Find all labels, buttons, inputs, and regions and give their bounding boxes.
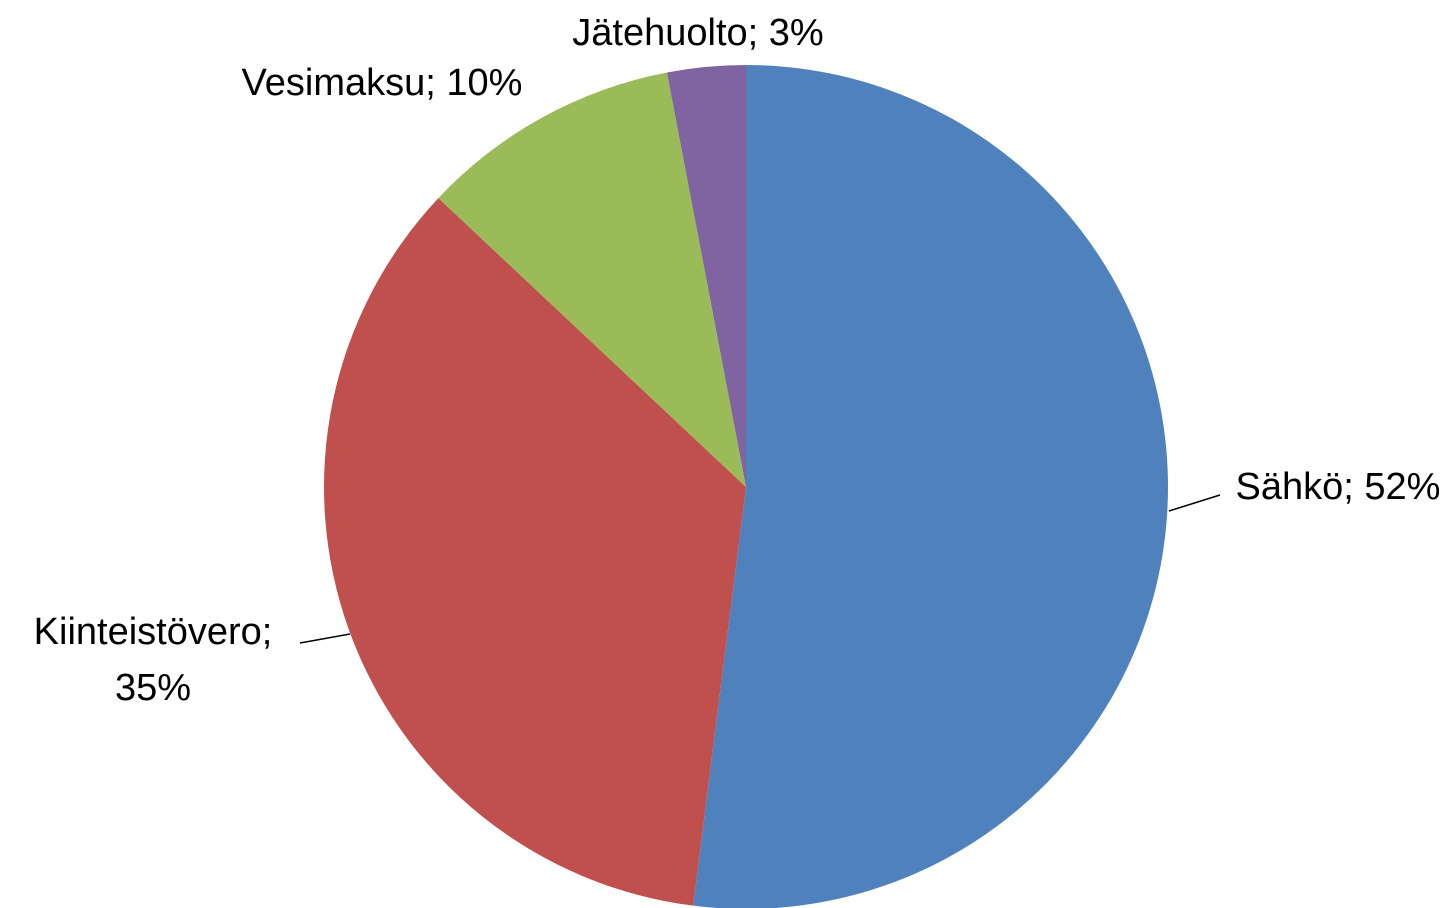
data-label: Vesimaksu; 10% [241,62,523,104]
data-label: Jätehuolto; 3% [572,12,824,54]
pie-slice [438,72,746,487]
pie-slice [666,65,746,487]
leader-line [299,633,351,644]
data-label: Sähkö; 52% [1235,466,1441,508]
pie-slice [693,65,1169,908]
pie-slice [324,198,746,906]
leader-line [1168,494,1221,512]
data-label: Kiinteistövero; 35% [33,611,273,709]
